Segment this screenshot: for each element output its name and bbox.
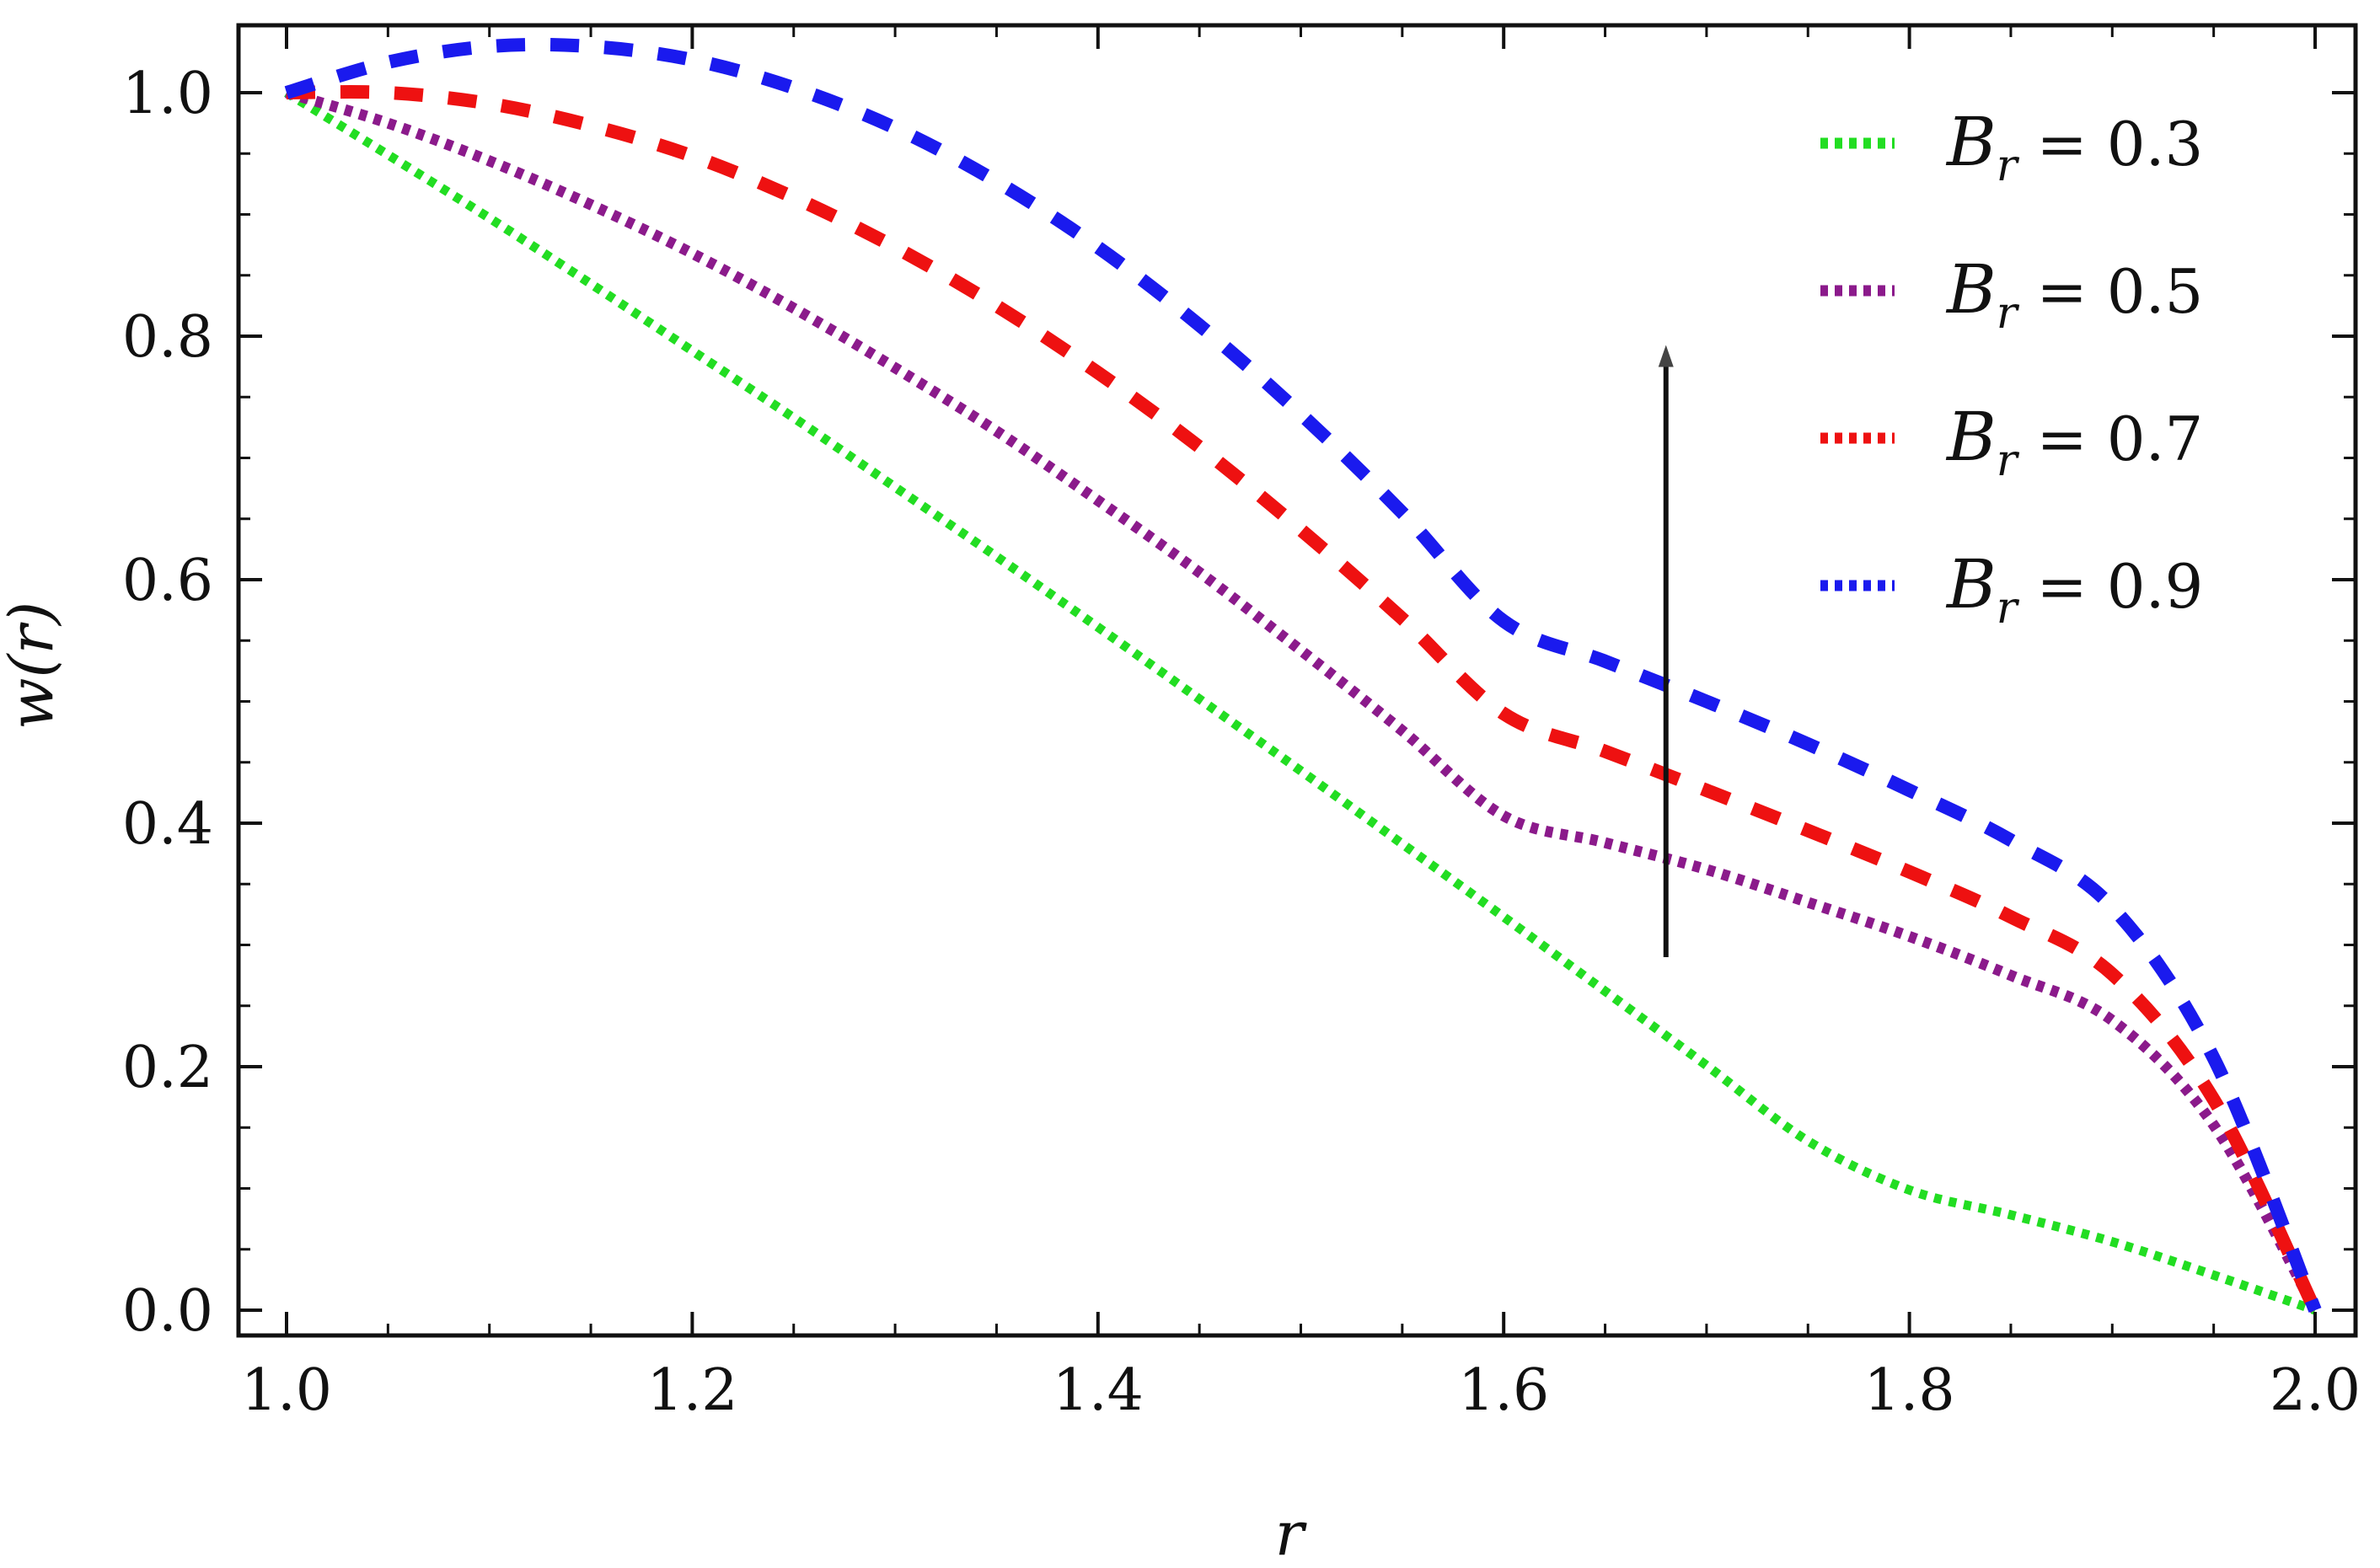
- legend-label: Br = 0.7: [1945, 398, 2203, 486]
- y-tick-label: 0.2: [122, 1035, 213, 1101]
- y-axis-label: w(r): [0, 602, 67, 730]
- x-tick-label: 1.6: [1458, 1357, 1549, 1424]
- y-tick-label: 0.8: [122, 304, 213, 371]
- series-line-1: [284, 88, 2317, 1315]
- axes: 1.0 1.2 1.4 1.6 1.8 2.0 0.0 0.2 0.4 0.6 0.8 1.0: [122, 23, 2361, 1424]
- legend-label: Br = 0.3: [1945, 103, 2203, 191]
- y-tick-label: 1.0: [122, 61, 213, 127]
- x-axis-label: r: [1275, 1498, 1307, 1568]
- y-tick-label: 0.6: [122, 548, 213, 614]
- x-tick-label: 1.0: [241, 1357, 332, 1424]
- x-tick-label: 2.0: [2270, 1357, 2361, 1424]
- series-line-3: [286, 85, 2322, 1314]
- series-line-2: [285, 87, 2320, 1314]
- y-tick-label: 0.4: [122, 791, 213, 858]
- legend: Br = 0.3 Br = 0.5 Br = 0.7 Br = 0.9: [1820, 103, 2203, 634]
- x-tick-label: 1.8: [1864, 1357, 1955, 1424]
- annotation-arrow-head: [1658, 345, 1674, 367]
- legend-label: Br = 0.9: [1945, 545, 2203, 634]
- legend-label: Br = 0.5: [1945, 250, 2203, 339]
- plot-frame: [236, 23, 2358, 1338]
- plot-area: [284, 37, 2322, 1315]
- x-tick-label: 1.4: [1053, 1357, 1144, 1424]
- x-tick-label: 1.2: [646, 1357, 737, 1424]
- y-tick-label: 0.0: [122, 1278, 213, 1345]
